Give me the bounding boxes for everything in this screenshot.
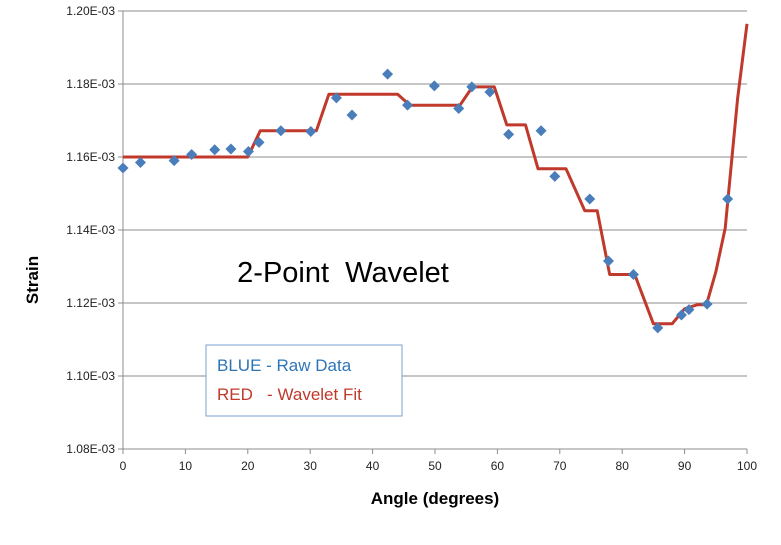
legend-entry-wavelet-fit: RED - Wavelet Fit: [217, 385, 362, 404]
raw-data-point: [346, 109, 358, 121]
raw-data-point: [275, 125, 287, 137]
raw-data-point: [305, 125, 317, 137]
y-tick-label: 1.08E-03: [66, 442, 115, 456]
y-tick-label: 1.18E-03: [66, 77, 115, 91]
y-tick-label: 1.12E-03: [66, 296, 115, 310]
y-tick-label: 1.14E-03: [66, 223, 115, 237]
raw-data-point: [535, 125, 547, 137]
legend-box: [205, 344, 403, 417]
raw-data-point: [134, 156, 146, 168]
x-tick-label: 30: [304, 459, 318, 473]
raw-data-point: [503, 128, 515, 140]
raw-data-point: [402, 99, 414, 111]
raw-data-point: [428, 80, 440, 92]
series: [117, 23, 749, 334]
raw-data-point: [584, 193, 596, 205]
y-axis-title: Strain: [23, 256, 42, 304]
y-tick-label: 1.20E-03: [66, 4, 115, 18]
raw-data-point: [453, 102, 465, 114]
raw-data-point: [602, 255, 614, 267]
x-tick-label: 40: [366, 459, 380, 473]
legend: BLUE - Raw Data RED - Wavelet Fit: [205, 344, 403, 417]
x-tick-label: 100: [737, 459, 757, 473]
raw-data-point: [253, 136, 265, 148]
y-tick-labels: 1.08E-03 1.10E-03 1.12E-03 1.14E-03 1.16E-03…: [66, 4, 115, 456]
raw-data-point: [627, 269, 639, 281]
axes: [118, 10, 748, 454]
y-tick-label: 1.16E-03: [66, 150, 115, 164]
raw-data-point: [701, 298, 713, 310]
raw-data-point: [382, 68, 394, 80]
raw-data-point: [549, 170, 561, 182]
x-tick-label: 50: [428, 459, 442, 473]
x-tick-label: 70: [553, 459, 567, 473]
raw-data-point: [186, 148, 198, 160]
x-tick-label: 10: [179, 459, 193, 473]
raw-data-point: [225, 143, 237, 155]
raw-data-point: [652, 322, 664, 334]
raw-data-point: [675, 309, 687, 321]
x-tick-label: 80: [616, 459, 630, 473]
x-tick-label: 60: [491, 459, 505, 473]
chart-title: 2-Point Wavelet: [237, 257, 449, 289]
x-tick-labels: 0 10 20 30 40 50 60 70 80 90 100: [120, 459, 758, 473]
raw-data-point: [330, 92, 342, 104]
raw-data-point: [484, 86, 496, 98]
raw-data-point: [242, 146, 254, 158]
raw-data-point: [168, 155, 180, 167]
x-tick-label: 20: [241, 459, 255, 473]
raw-data-point: [117, 162, 129, 174]
x-tick-label: 90: [678, 459, 692, 473]
raw-data-point: [683, 304, 695, 316]
raw-data-point: [209, 144, 221, 156]
x-axis-title: Angle (degrees): [371, 489, 499, 508]
legend-entry-raw-data: BLUE - Raw Data: [217, 356, 352, 375]
x-tick-label: 0: [120, 459, 127, 473]
y-tick-label: 1.10E-03: [66, 369, 115, 383]
raw-data-point: [722, 193, 734, 205]
wavelet-fit-line: [123, 23, 749, 326]
raw-data-point: [466, 81, 478, 93]
